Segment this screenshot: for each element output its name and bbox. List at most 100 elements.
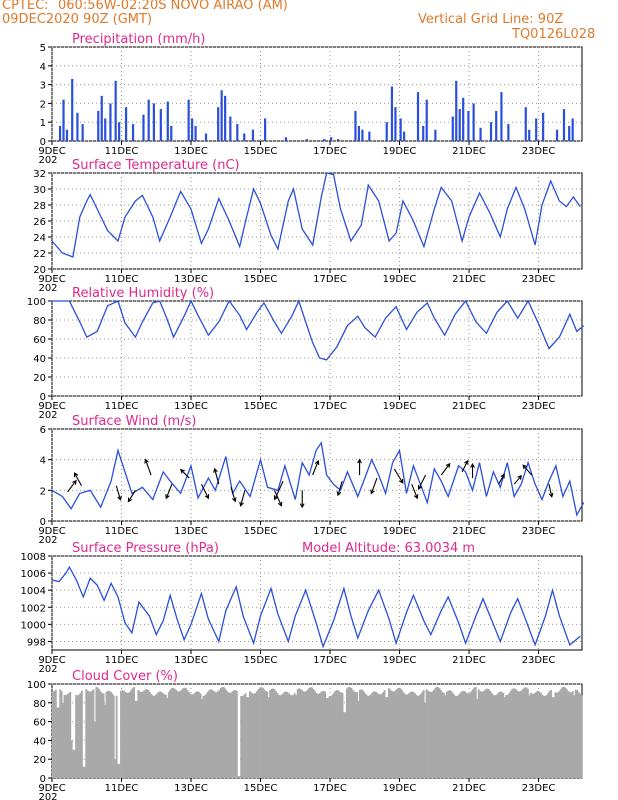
- cloud-bar: [179, 690, 182, 778]
- temp-xtick-label: 21DEC: [452, 274, 486, 285]
- precip-bar: [191, 118, 194, 141]
- wind-arrow: [498, 474, 505, 485]
- cloud-bar: [356, 691, 358, 778]
- cloud-bar: [531, 693, 534, 778]
- precip-bar: [535, 118, 538, 141]
- cloud-bar: [460, 691, 463, 778]
- cloud-bar: [185, 688, 188, 778]
- wind-arrow: [180, 469, 190, 479]
- cloud-bar: [88, 691, 91, 778]
- cloud-xtick-label: 17DEC: [313, 783, 347, 794]
- cloud-bar: [461, 690, 464, 778]
- precip-bar: [434, 129, 437, 141]
- cloud-bar: [177, 691, 180, 778]
- cloud-bar: [261, 688, 264, 778]
- cloud-bar: [240, 695, 243, 778]
- cloud-bar: [293, 693, 296, 778]
- cloud-bar: [406, 694, 409, 778]
- cloud-bar: [458, 693, 461, 778]
- cloud-bar: [570, 692, 573, 778]
- cloud-bar: [490, 692, 493, 778]
- cloud-bar: [411, 691, 413, 778]
- cloud-bar: [131, 688, 134, 778]
- cloud-bar: [376, 692, 379, 778]
- cloud-bar: [373, 691, 376, 778]
- precip-ytick-label: 0: [40, 137, 46, 148]
- cloud-bar: [345, 688, 348, 778]
- temp-xtick-label: 19DEC: [383, 274, 417, 285]
- cloud-bar: [557, 692, 560, 778]
- cloud-bar: [101, 692, 104, 778]
- cloud-bar: [296, 689, 299, 778]
- cloud-bar: [377, 694, 380, 778]
- cloud-bar: [438, 688, 441, 778]
- cloud-bar: [282, 693, 285, 778]
- cloud-bar: [189, 693, 192, 778]
- wind-arrow-head: [398, 478, 404, 484]
- cloud-bar: [283, 692, 286, 778]
- wind-arrow-head: [299, 503, 305, 509]
- cloud-bar: [366, 695, 369, 778]
- rh-panel: [48, 299, 585, 400]
- pres-ytick-label: 998: [27, 637, 46, 648]
- cloud-bar: [370, 693, 373, 778]
- cloud-bar: [541, 694, 544, 778]
- cloud-bar: [299, 688, 302, 778]
- precip-bar: [204, 133, 208, 141]
- wind-xtick-label: 19DEC: [383, 526, 417, 537]
- cloud-bar: [198, 692, 201, 778]
- cloud-bar: [513, 688, 516, 778]
- cloud-bar: [263, 689, 266, 778]
- cloud-bar: [537, 690, 539, 778]
- cloud-bar: [89, 691, 92, 778]
- cloud-bar: [257, 689, 260, 778]
- cloud-bar: [295, 695, 298, 778]
- cloud-bar: [515, 689, 518, 778]
- wind-arrow-head: [370, 489, 375, 495]
- rh-series-line: [52, 299, 585, 361]
- cloud-bar: [416, 695, 419, 778]
- cloud-bar: [62, 702, 64, 778]
- precip-bar: [251, 129, 255, 141]
- cloud-bar: [248, 691, 251, 778]
- wind-arrow: [411, 483, 418, 499]
- cloud-bar: [542, 695, 545, 778]
- cloud-bar: [390, 690, 393, 778]
- pres-xtick-label: 13DEC: [174, 655, 208, 666]
- cloud-title: Cloud Cover (%): [72, 669, 178, 684]
- cloud-bar: [544, 696, 547, 778]
- wind-arrow-head: [273, 495, 279, 501]
- wind-arrow-head: [500, 473, 505, 479]
- precip-bar: [507, 124, 510, 141]
- cloud-bar: [529, 692, 532, 778]
- cloud-bar: [115, 695, 118, 778]
- cloud-bar: [303, 691, 306, 778]
- precip-bar: [220, 90, 223, 141]
- cloud-bar: [209, 689, 212, 778]
- pres-title: Surface Pressure (hPa): [72, 541, 219, 556]
- cloud-bar: [469, 692, 471, 778]
- cloud-bar: [285, 691, 287, 778]
- precip-bar: [142, 114, 145, 141]
- cloud-bar: [224, 688, 227, 778]
- cloud-bar: [118, 763, 121, 778]
- temp-ytick-label: 22: [33, 249, 46, 260]
- cloud-panel: [48, 683, 583, 782]
- cloud-bar: [143, 690, 146, 778]
- cloud-bar: [154, 694, 157, 778]
- precip-xtick-label: 15DEC: [244, 146, 278, 157]
- cloud-bar: [338, 691, 341, 778]
- pres-ytick-label: 1008: [21, 552, 46, 563]
- cloud-bar: [215, 692, 218, 778]
- cloud-bar: [191, 694, 193, 778]
- wind-arrow: [393, 468, 404, 484]
- cloud-bar: [230, 692, 232, 778]
- precip-bar: [571, 118, 574, 141]
- cloud-bar: [250, 692, 253, 778]
- cloud-bar: [222, 687, 225, 778]
- cloud-bar: [421, 692, 424, 778]
- wind-arrow: [461, 460, 469, 473]
- cloud-bar: [321, 691, 324, 778]
- cloud-bar: [450, 690, 453, 778]
- cloud-bar: [379, 694, 382, 778]
